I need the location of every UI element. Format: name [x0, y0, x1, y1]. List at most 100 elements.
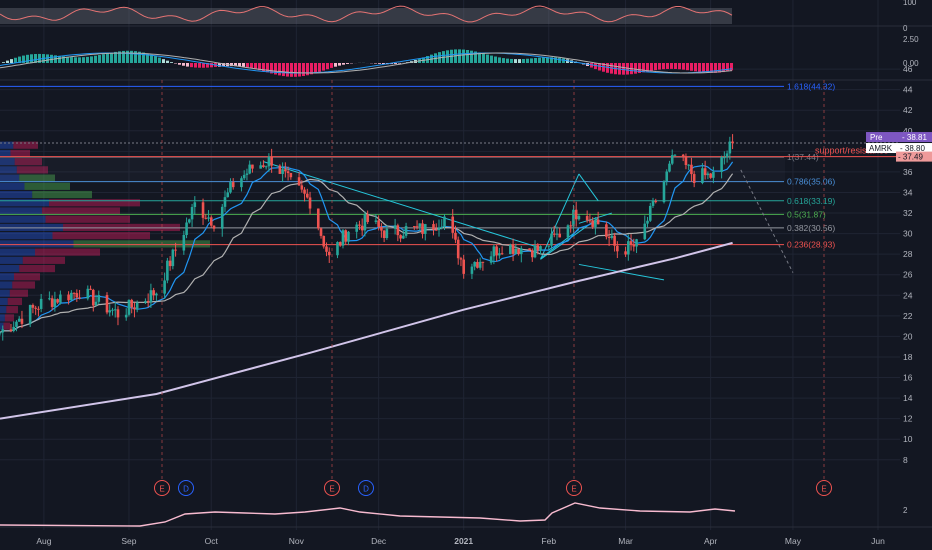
macd-histogram-bar	[254, 63, 257, 70]
volume-profile-bar-up	[0, 199, 49, 207]
macd-histogram-bar	[694, 63, 697, 72]
candle-body	[572, 209, 575, 227]
volume-profile-bar-up	[0, 207, 42, 215]
earnings-marker[interactable]	[154, 480, 170, 496]
candle-body	[251, 164, 254, 169]
candle-body	[231, 182, 235, 188]
macd-histogram-bar	[86, 56, 89, 63]
candle-body	[338, 242, 342, 246]
symbol-badge-label: AMRK	[869, 144, 893, 153]
candle-body	[725, 153, 729, 158]
macd-histogram-bar	[730, 63, 733, 71]
macd-histogram-bar	[306, 63, 309, 76]
symbol-badge	[866, 143, 898, 154]
macd-histogram-bar	[462, 49, 465, 63]
candle-body	[530, 250, 534, 258]
macd-histogram-bar	[530, 58, 533, 63]
candle-body	[569, 225, 572, 227]
candle-body	[514, 248, 518, 254]
macd-histogram-bar	[110, 52, 113, 63]
price-axis-label: 36	[903, 167, 913, 177]
macd-histogram-bar	[270, 63, 273, 74]
macd-histogram-bar	[458, 49, 461, 63]
macd-histogram-bar	[338, 63, 341, 66]
candle-body	[415, 226, 419, 228]
candle-body	[723, 157, 726, 159]
candle-body	[539, 246, 542, 251]
candle-body	[355, 224, 358, 232]
candle-body	[632, 244, 636, 247]
macd-histogram-bar	[474, 51, 477, 63]
volume-profile-bar-down	[22, 256, 65, 264]
earnings-marker-label: E	[571, 485, 576, 494]
macd-histogram-bar	[290, 63, 293, 77]
candle-body	[451, 216, 455, 233]
macd-histogram-bar	[522, 58, 525, 63]
macd-pane: 2.50 0.00	[0, 35, 919, 77]
macd-histogram-bar	[210, 63, 213, 68]
rsi-axis-label: 0	[903, 24, 908, 33]
candle-body	[591, 220, 594, 227]
macd-histogram-bar	[238, 63, 241, 67]
macd-histogram-bar	[194, 63, 197, 68]
candle-body	[135, 302, 139, 310]
fib-label-f1: 1(37.44)	[787, 152, 819, 162]
candle-body	[459, 258, 463, 260]
macd-histogram-bar	[6, 60, 9, 63]
candle-body	[478, 261, 482, 268]
candle-body	[20, 318, 24, 324]
candle-body	[616, 245, 619, 252]
volume-profile-bar-up	[0, 240, 74, 248]
volume-profile-bar-down	[19, 174, 55, 182]
candle-body	[509, 244, 512, 255]
macd-histogram-bar	[302, 63, 305, 77]
price-axis-label: 46	[903, 64, 913, 74]
candle-body	[344, 230, 348, 242]
volume-profile-bar-up	[0, 248, 35, 256]
macd-histogram-bar	[66, 56, 69, 63]
candle-body	[242, 174, 246, 179]
macd-histogram-bar	[34, 53, 37, 63]
volume-profile-bar-down	[19, 264, 55, 273]
candle-body	[421, 223, 424, 234]
macd-histogram-bar	[90, 56, 93, 63]
trendline-support	[578, 263, 665, 281]
candle-body	[78, 297, 81, 299]
volume-profile-bar-down	[73, 240, 210, 248]
macd-histogram-bar	[286, 63, 289, 77]
earnings-marker[interactable]	[566, 480, 582, 496]
dividend-marker[interactable]	[358, 480, 374, 496]
candle-body	[454, 232, 457, 240]
candle-body	[520, 248, 523, 255]
last-price-value: - 38.80	[900, 144, 925, 153]
candle-body	[517, 248, 520, 255]
macd-histogram-bar	[646, 63, 649, 72]
earnings-marker[interactable]	[324, 480, 340, 496]
candle-body	[374, 220, 378, 222]
volume-profile-bar-up	[0, 306, 7, 314]
macd-histogram-bar	[170, 62, 173, 63]
macd-histogram-bar	[662, 63, 665, 70]
earnings-marker[interactable]	[816, 480, 832, 496]
macd-histogram-bar	[62, 56, 65, 63]
macd-histogram-bar	[186, 63, 189, 67]
time-axis-label: May	[785, 536, 802, 546]
macd-histogram-bar	[706, 63, 709, 73]
candle-body	[566, 225, 570, 238]
candle-body	[613, 235, 616, 246]
candle-body	[385, 228, 389, 239]
last-price-badge	[898, 143, 932, 154]
candle-body	[470, 266, 474, 274]
macd-histogram-bar	[478, 52, 481, 63]
earnings-marker-label: E	[159, 485, 164, 494]
candle-body	[709, 173, 712, 178]
macd-histogram-bar	[246, 63, 249, 68]
candle-body	[692, 174, 696, 184]
candle-body	[94, 301, 98, 306]
macd-signal-line	[0, 52, 733, 74]
macd-histogram-bar	[650, 63, 653, 71]
macd-histogram-bar	[106, 53, 109, 63]
volume-profile-bar-up	[0, 314, 5, 322]
dividend-marker[interactable]	[178, 480, 194, 496]
